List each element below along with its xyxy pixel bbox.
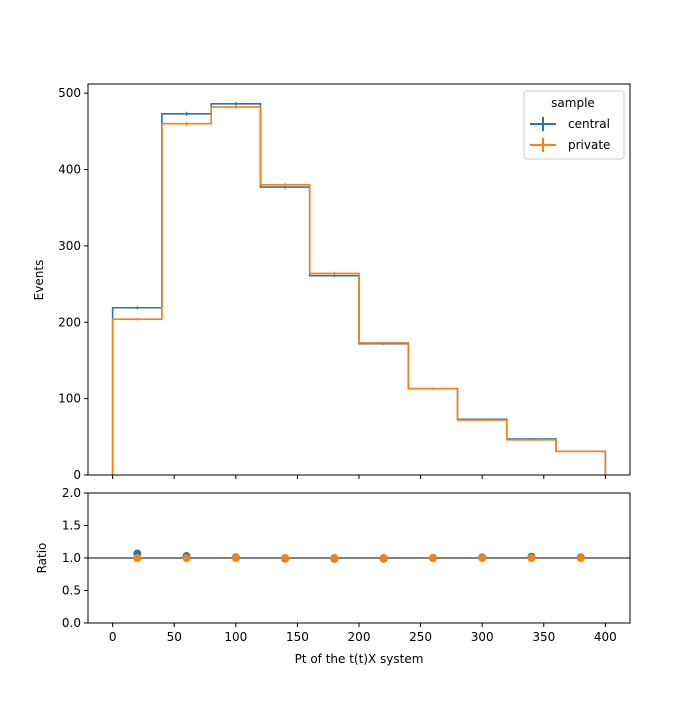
ratio-x-tick-label: 100 bbox=[224, 630, 247, 644]
legend: sample central private bbox=[523, 90, 625, 160]
legend-label-central: central bbox=[568, 117, 610, 131]
legend-title: sample bbox=[551, 96, 595, 110]
ratio-x-tick-label: 200 bbox=[348, 630, 371, 644]
ratio-x-tick-label: 150 bbox=[286, 630, 309, 644]
ratio-point-private bbox=[281, 554, 290, 562]
legend-entry-private: private bbox=[530, 138, 610, 152]
ratio-y-tick-label: 0.0 bbox=[62, 616, 81, 630]
legend-frame bbox=[523, 90, 625, 160]
ratio-y-axis-title: Ratio bbox=[35, 543, 49, 574]
ratio-y-tick-label: 1.0 bbox=[62, 551, 81, 565]
histogram-y-ticks: 0 100 200 300 400 500 bbox=[58, 86, 88, 482]
legend-entry-central: central bbox=[530, 117, 610, 131]
ratio-x-ticks: 0 50 100 150 200 250 300 350 400 bbox=[109, 623, 617, 644]
ratio-point-private bbox=[330, 554, 339, 562]
histogram-y-tick-label: 300 bbox=[58, 239, 81, 253]
histogram-y-tick-label: 100 bbox=[58, 392, 81, 406]
histogram-y-tick-label: 500 bbox=[58, 86, 81, 100]
ratio-y-ticks: 0.0 0.5 1.0 1.5 2.0 bbox=[62, 486, 88, 630]
ratio-point-private bbox=[182, 554, 191, 562]
ratio-panel: 0.0 0.5 1.0 1.5 2.0 0 50 100 150 200 250 300 350 400… bbox=[35, 486, 631, 666]
histogram-y-tick-label: 0 bbox=[73, 468, 81, 482]
ratio-x-tick-label: 300 bbox=[471, 630, 494, 644]
ratio-x-tick-label: 350 bbox=[532, 630, 555, 644]
ratio-y-tick-label: 2.0 bbox=[62, 486, 81, 500]
legend-label-private: private bbox=[568, 138, 610, 152]
ratio-point-private bbox=[428, 554, 437, 562]
ratio-x-axis-title: Pt of the t(t)X system bbox=[295, 652, 424, 666]
ratio-x-tick-label: 400 bbox=[594, 630, 617, 644]
histogram-series-group bbox=[111, 101, 607, 475]
ratio-y-tick-label: 1.5 bbox=[62, 519, 81, 533]
histogram-y-tick-label: 400 bbox=[58, 163, 81, 177]
ratio-point-private bbox=[231, 554, 240, 562]
histogram-y-tick-label: 200 bbox=[58, 315, 81, 329]
ratio-point-private bbox=[379, 554, 388, 562]
ratio-series-group bbox=[133, 549, 585, 563]
ratio-point-private bbox=[527, 554, 536, 562]
histogram-frame bbox=[87, 83, 631, 476]
ratio-x-tick-label: 0 bbox=[109, 630, 117, 644]
histogram-y-axis-title: Events bbox=[32, 260, 46, 301]
ratio-point-private bbox=[133, 554, 142, 562]
ratio-frame bbox=[87, 492, 631, 624]
ratio-y-tick-label: 0.5 bbox=[62, 584, 81, 598]
histogram-panel: 0 100 200 300 400 500 Events sample central p… bbox=[32, 83, 631, 482]
ratio-point-private bbox=[478, 554, 487, 562]
ratio-point-private bbox=[576, 554, 585, 562]
ratio-x-tick-label: 250 bbox=[409, 630, 432, 644]
ratio-x-tick-label: 50 bbox=[167, 630, 182, 644]
histogram-x-ticks bbox=[112, 475, 606, 479]
